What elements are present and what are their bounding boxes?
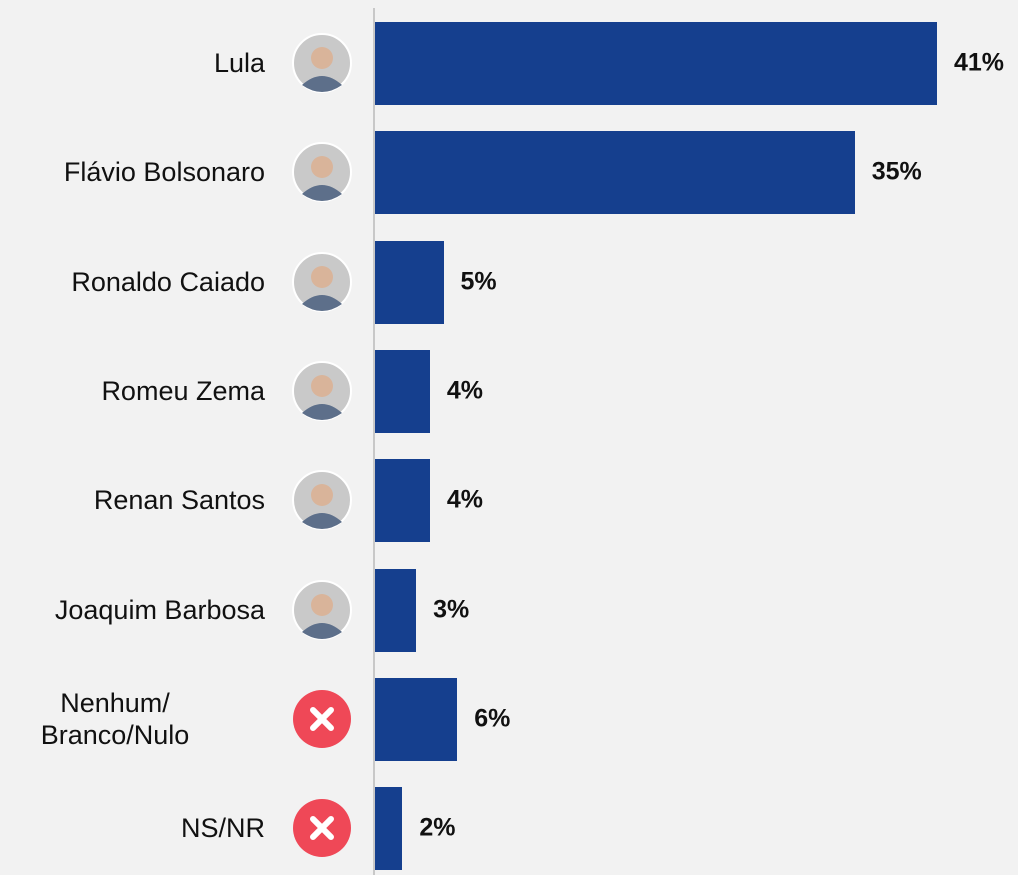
avatar [292, 361, 352, 421]
portrait [292, 361, 352, 421]
category-label: Lula [0, 47, 265, 79]
category-label: Romeu Zema [0, 375, 265, 407]
portrait [292, 470, 352, 530]
category-label: Nenhum/ Branco/Nulo [0, 687, 265, 751]
value-label: 41% [954, 49, 1004, 78]
portrait [292, 580, 352, 640]
bar [375, 350, 430, 433]
category-label: Flávio Bolsonaro [0, 156, 265, 188]
bar [375, 131, 855, 214]
category-label: Ronaldo Caiado [0, 266, 265, 298]
category-label: Renan Santos [0, 484, 265, 516]
bar [375, 678, 457, 761]
avatar [292, 580, 352, 640]
value-label: 3% [433, 595, 469, 624]
avatar [292, 798, 352, 858]
bar [375, 459, 430, 542]
none-icon [292, 689, 352, 749]
bar [375, 787, 402, 870]
avatar [292, 470, 352, 530]
avatar [292, 252, 352, 312]
page: (() => { const data = JSON.parse(documen… [0, 0, 1018, 875]
portrait [292, 142, 352, 202]
none-icon [292, 798, 352, 858]
category-label: Joaquim Barbosa [0, 594, 265, 626]
bar [375, 569, 416, 652]
value-label: 4% [447, 486, 483, 515]
avatar [292, 689, 352, 749]
value-label: 5% [461, 267, 497, 296]
bar [375, 241, 444, 324]
value-label: 2% [419, 814, 455, 843]
avatar [292, 142, 352, 202]
avatar [292, 33, 352, 93]
portrait [292, 33, 352, 93]
value-label: 35% [872, 158, 922, 187]
category-label: NS/NR [0, 812, 265, 844]
portrait [292, 252, 352, 312]
value-label: 4% [447, 376, 483, 405]
bar [375, 22, 937, 105]
value-label: 6% [474, 704, 510, 733]
